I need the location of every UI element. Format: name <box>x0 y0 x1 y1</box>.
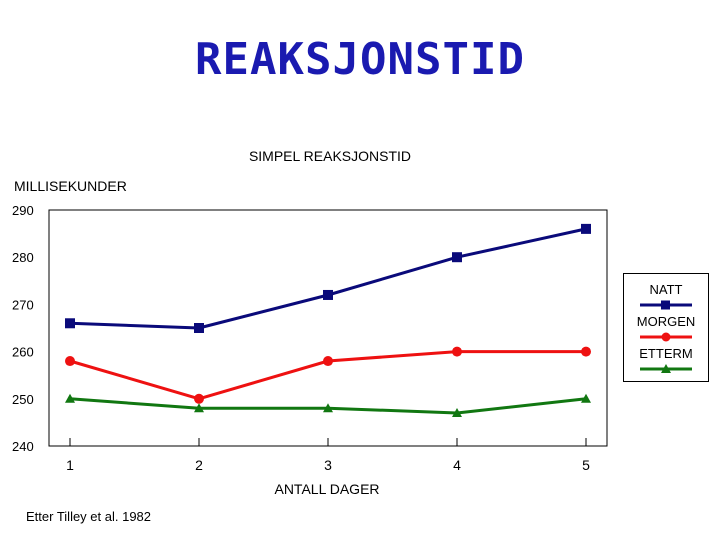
x-tick-label-1: 1 <box>66 457 74 473</box>
point-etterm-3 <box>323 403 333 413</box>
legend-swatch-morgen <box>640 332 692 342</box>
y-tick-label-240: 240 <box>12 439 34 454</box>
point-natt-2 <box>194 323 204 333</box>
slide-title: REAKSJONSTID <box>195 34 525 85</box>
x-tick-label-3: 3 <box>324 457 332 473</box>
legend-item-etterm: ETTERM <box>624 346 708 375</box>
x-tick-label-4: 4 <box>453 457 461 473</box>
point-morgen-1 <box>65 356 75 367</box>
legend: NATT MORGEN ETTERM <box>623 273 709 382</box>
legend-swatch-etterm <box>640 364 692 373</box>
y-tick-label-250: 250 <box>12 392 34 407</box>
point-natt-4 <box>452 252 462 263</box>
x-tick-label-2: 2 <box>195 457 203 473</box>
point-etterm-5 <box>581 393 591 403</box>
point-morgen-3 <box>323 356 333 367</box>
y-tick-label-260: 260 <box>12 345 34 360</box>
point-natt-1 <box>65 318 75 329</box>
legend-label-natt: NATT <box>649 282 683 297</box>
x-axis-label: ANTALL DAGER <box>274 481 380 497</box>
legend-swatch-natt <box>640 300 692 310</box>
source-citation: Etter Tilley et al. 1982 <box>26 509 152 524</box>
y-axis-label: MILLISEKUNDER <box>14 178 127 194</box>
series-line-natt <box>69 227 587 330</box>
legend-label-etterm: ETTERM <box>639 346 693 361</box>
legend-item-morgen: MORGEN <box>624 314 708 343</box>
y-tick-label-270: 270 <box>12 297 34 312</box>
point-morgen-5 <box>581 346 591 357</box>
x-tick-label-5: 5 <box>582 457 590 473</box>
legend-label-morgen: MORGEN <box>636 314 696 329</box>
point-morgen-2 <box>194 393 204 404</box>
point-natt-3 <box>323 289 333 300</box>
point-etterm-1 <box>65 393 75 403</box>
y-tick-label-290: 290 <box>12 203 34 218</box>
point-etterm-4 <box>452 407 462 417</box>
chart-title: SIMPEL REAKSJONSTID <box>248 148 412 164</box>
point-natt-5 <box>581 223 591 234</box>
legend-item-natt: NATT <box>624 282 708 311</box>
point-etterm-2 <box>194 403 204 413</box>
y-tick-label-280: 280 <box>12 250 34 265</box>
point-morgen-4 <box>452 346 462 357</box>
